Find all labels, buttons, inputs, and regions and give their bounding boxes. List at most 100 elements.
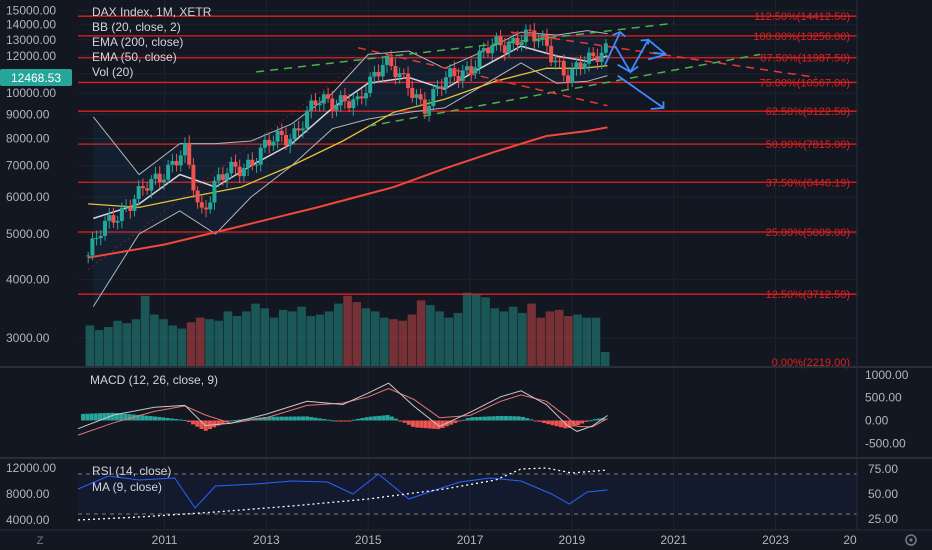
macd-histogram-bar [406,420,411,425]
candle-body [140,186,145,189]
bb-lower [92,62,608,307]
candle-body [330,98,335,111]
macd-histogram-bar [216,420,221,426]
volume-bar [499,311,509,366]
legend-ema200[interactable]: EMA (200, close) [92,35,183,49]
candle-body [578,62,583,69]
fib-level-label: 12.50%(3712.50) [766,289,850,301]
candle-body [490,45,495,54]
volume-bar [288,311,297,366]
volume-bar [462,292,472,366]
candle-body [502,45,507,54]
chart-grid [78,0,857,530]
legend-volume[interactable]: Vol (20) [92,65,133,79]
rsi-legend[interactable]: RSI (14, close) [92,464,171,478]
macd-histogram-bar [478,416,483,421]
macd-histogram-bar [465,418,470,421]
macd-histogram-bar [191,420,196,425]
macd-histogram-bar [546,420,551,425]
macd-legend[interactable]: MACD (12, 26, close, 9) [90,373,218,387]
legend-bb[interactable]: BB (20, close, 2) [92,20,181,34]
candle-body [321,94,326,104]
candle-body [435,86,440,89]
macd-histogram-bar [229,420,234,422]
candle-body [452,68,457,76]
macd-histogram-bar [389,416,394,421]
macd-histogram-bar [457,420,462,422]
volume-bar [159,319,168,366]
macd-histogram-bar [567,420,572,428]
projection-arrows[interactable] [604,31,667,110]
rsi-tick-label: 50.00 [868,487,898,501]
legend-ema50[interactable]: EMA (50, close) [92,50,177,64]
macd-histogram-bar [81,413,86,421]
bb-fill [93,30,608,307]
macd-signal-line [77,387,608,436]
macd-histogram-bar [313,417,318,421]
candle-body [582,63,587,69]
rsi-ma-legend[interactable]: MA (9, close) [92,480,162,494]
macd-histogram-bar [140,415,145,421]
candle-body [418,94,423,100]
price-tick-label: 15000.00 [6,4,56,18]
candle-body [136,186,141,200]
macd-histogram-bar [220,420,225,424]
arrow-head [640,38,650,45]
time-tick-label: 2015 [355,533,382,547]
candle-body [389,57,394,67]
macd-histogram-bar [339,420,344,422]
rsi-left-tick-label: 4000.00 [6,513,50,527]
candle-body [103,220,108,236]
macd-histogram-bar [436,420,441,430]
settings-gear-icon[interactable] [905,534,917,546]
candle-body [132,199,137,211]
last-price-tag[interactable]: 12468.53 [0,69,72,86]
candle-body [309,100,314,111]
rsi-tick-label: 25.00 [868,512,898,526]
macd-histogram-bar [419,420,424,428]
fib-level-label: 112.50%(14412.50) [754,11,850,23]
macd-histogram-bar [275,416,280,421]
candle-body [570,68,575,83]
price-tick-label: 13000.00 [6,33,56,47]
time-axis[interactable]: 2011 2013 2015 2017 2019 2021 2023 20 [152,533,857,547]
macd-histogram-bar [432,420,437,429]
candle-body [532,30,537,42]
macd-histogram-bar [157,416,162,421]
time-tick-label: 2017 [457,533,484,547]
volume-bar [315,314,325,366]
candle-body [258,147,263,165]
candle-body [481,48,486,51]
macd-histogram-bar [601,417,606,421]
macd-histogram-bar [427,420,432,429]
volume-bar [426,305,435,366]
fib-level-label: 50.00%(7815.00) [766,139,850,151]
macd-axis[interactable]: 1000.00 500.00 0.00 -500.00 [865,368,909,450]
rsi-panel [77,467,857,521]
candle-body [385,57,390,65]
candle-body [305,110,310,129]
macd-histogram-bar [372,416,377,421]
macd-histogram-bar [558,420,563,428]
macd-histogram-bar [520,416,525,421]
candle-body [519,42,524,46]
rsi-left-tick-label: 12000.00 [6,461,56,475]
macd-histogram-bar [584,420,589,422]
volume-bar [85,325,95,366]
rsi-tick-label: 75.00 [868,462,898,476]
volume-bar [481,297,490,366]
zoom-button[interactable]: Z [37,535,44,547]
macd-histogram-bar [461,419,466,421]
candle-body [241,168,246,177]
rsi-axis[interactable]: 75.00 50.00 25.00 12000.00 8000.00 4000.00 [6,461,898,527]
candle-body [599,52,604,62]
candle-body [376,71,381,77]
macd-histogram-bar [398,420,403,422]
price-tick-label: 12000.00 [6,49,56,63]
macd-histogram-bar [533,420,538,422]
volume-bar [352,302,362,366]
candle-body [288,139,293,146]
candle-body [422,99,427,114]
candle-body [237,166,242,177]
